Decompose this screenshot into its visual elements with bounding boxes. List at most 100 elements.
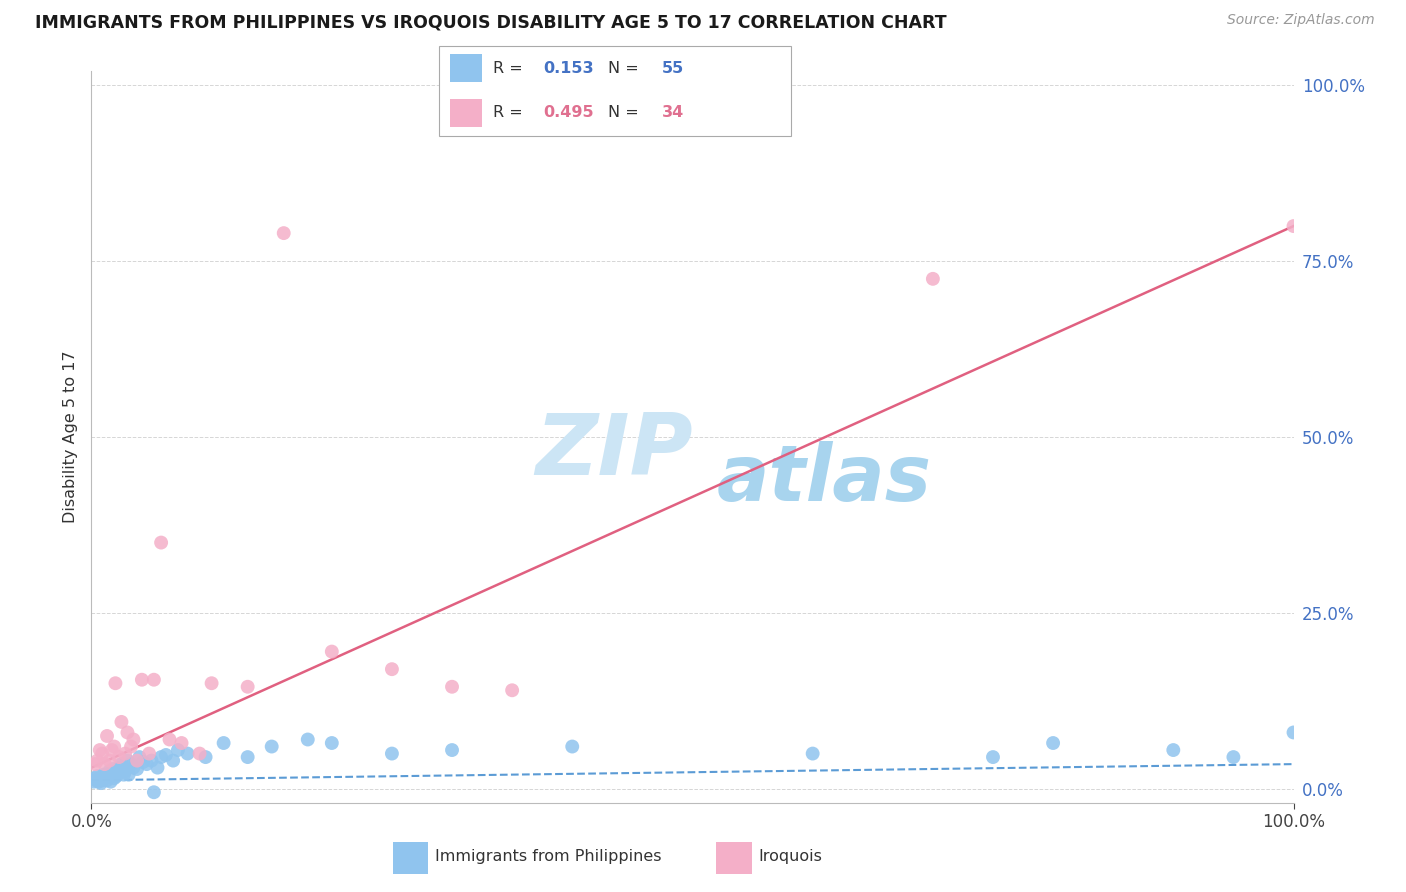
Point (141, 754, 163, 768)
Point (194, 750, 217, 764)
Point (120, 739, 142, 754)
Point (93, 757, 115, 772)
Point (321, 736, 343, 750)
Point (1222, 750, 1244, 764)
Point (110, 714, 132, 729)
Point (381, 747, 404, 761)
Text: atlas: atlas (717, 442, 932, 517)
Point (107, 764, 129, 779)
Point (122, 761, 145, 775)
Point (128, 750, 150, 764)
Point (1042, 736, 1064, 750)
Point (135, 757, 157, 772)
Point (114, 747, 136, 761)
Point (440, 680, 463, 694)
Point (100, 774, 122, 789)
Point (84, 773, 107, 788)
Point (93, 771, 115, 785)
Point (117, 725, 139, 739)
Point (104, 676, 127, 690)
Point (150, 750, 173, 764)
Point (96, 729, 118, 743)
Point (200, 676, 222, 690)
Point (89, 743, 111, 757)
Point (91, 747, 114, 761)
FancyBboxPatch shape (450, 99, 482, 127)
Text: 0.495: 0.495 (543, 105, 595, 120)
Text: 55: 55 (662, 61, 683, 76)
Text: Source: ZipAtlas.com: Source: ZipAtlas.com (1227, 13, 1375, 28)
Point (89, 771, 111, 785)
Text: 0.153: 0.153 (543, 61, 595, 76)
Point (97, 769, 120, 783)
Text: N =: N = (607, 105, 644, 120)
Point (112, 767, 135, 781)
Point (93, 767, 115, 781)
Point (98, 754, 121, 768)
Point (176, 747, 198, 761)
FancyBboxPatch shape (440, 46, 790, 136)
Point (90, 776, 112, 790)
FancyBboxPatch shape (450, 54, 482, 82)
Point (146, 761, 169, 775)
Point (108, 750, 131, 764)
Point (87, 774, 110, 789)
Text: IMMIGRANTS FROM PHILIPPINES VS IROQUOIS DISABILITY AGE 5 TO 17 CORRELATION CHART: IMMIGRANTS FROM PHILIPPINES VS IROQUOIS … (35, 13, 946, 31)
Point (125, 754, 148, 768)
Point (170, 736, 193, 750)
FancyBboxPatch shape (392, 842, 429, 874)
Point (83, 774, 105, 789)
Point (98, 764, 121, 779)
Point (440, 743, 463, 757)
Point (101, 762, 124, 776)
Point (138, 747, 160, 761)
Point (561, 739, 583, 754)
Point (381, 662, 404, 676)
Text: N =: N = (607, 61, 644, 76)
Point (922, 272, 945, 286)
Point (114, 764, 136, 779)
Point (142, 785, 165, 799)
Text: ZIP: ZIP (534, 409, 692, 492)
Point (1282, 219, 1305, 233)
Point (91, 773, 114, 788)
Point (212, 736, 235, 750)
Text: R =: R = (494, 105, 529, 120)
Point (132, 755, 155, 769)
Y-axis label: Disability Age 5 to 17: Disability Age 5 to 17 (62, 351, 77, 524)
Point (681, 78, 703, 93)
Text: R =: R = (494, 61, 529, 76)
Point (142, 673, 165, 687)
Point (110, 761, 132, 775)
Point (103, 739, 125, 754)
Point (84, 757, 107, 772)
Point (801, 747, 824, 761)
Point (273, 226, 295, 240)
Point (86, 769, 108, 783)
Point (96, 773, 118, 788)
Point (103, 771, 125, 785)
Text: Iroquois: Iroquois (758, 849, 823, 864)
Point (104, 767, 127, 781)
Point (120, 757, 142, 772)
Point (101, 743, 124, 757)
Point (501, 683, 523, 698)
Point (110, 757, 132, 772)
Point (1161, 743, 1184, 757)
Point (155, 747, 177, 762)
Point (167, 743, 190, 757)
Point (131, 673, 153, 687)
Point (1282, 725, 1305, 739)
Point (105, 769, 128, 783)
Point (162, 754, 184, 768)
Point (118, 767, 141, 781)
Point (297, 732, 319, 747)
Point (84, 771, 107, 785)
Point (260, 739, 283, 754)
Point (236, 680, 259, 694)
Point (236, 750, 259, 764)
Point (981, 750, 1004, 764)
Point (159, 732, 181, 747)
Point (125, 762, 148, 776)
Point (321, 644, 343, 658)
